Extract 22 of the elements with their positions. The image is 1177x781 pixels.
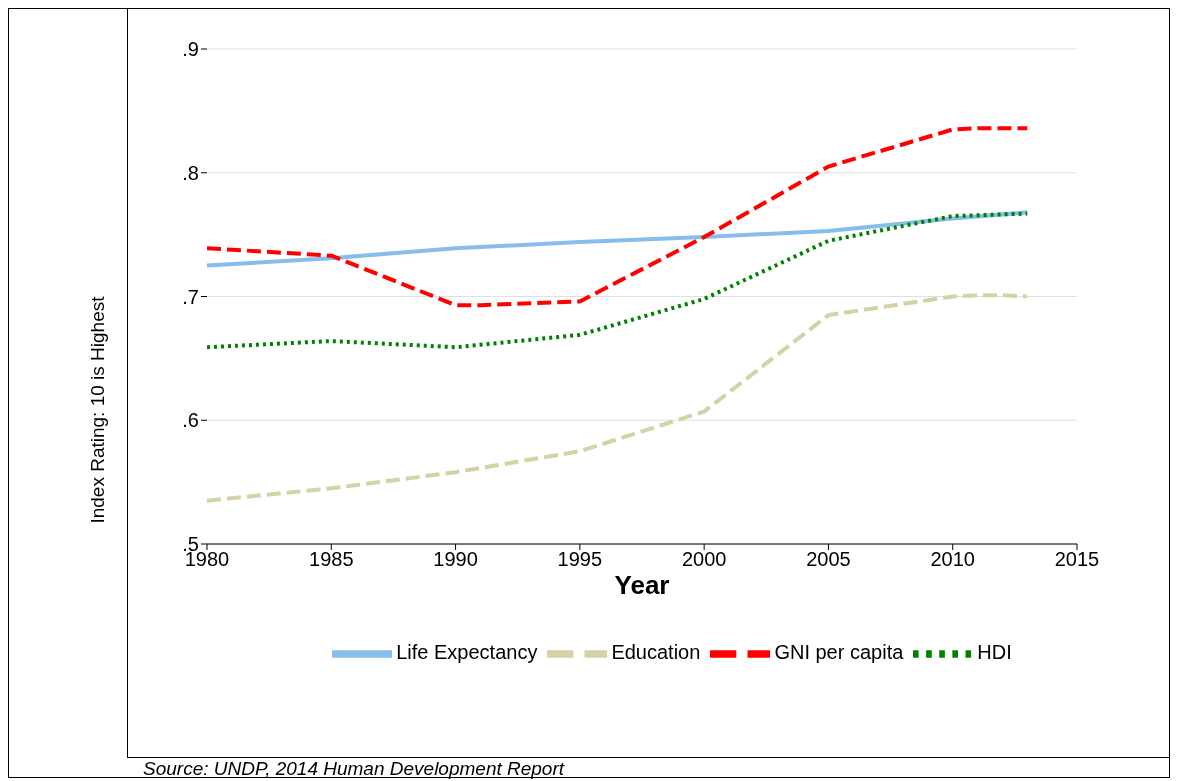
- y-tick-label: .9: [182, 38, 199, 61]
- x-tick-label: 2015: [1054, 548, 1100, 571]
- legend-label: GNI per capita: [774, 641, 904, 664]
- source-note: Source: UNDP, 2014 Human Development Report: [127, 758, 1169, 780]
- legend-label: Education: [611, 641, 701, 664]
- legend-label: HDI: [977, 641, 1012, 664]
- line-series: [207, 211, 1030, 350]
- y-tick-label: .6: [182, 409, 199, 432]
- line-series: [207, 293, 1030, 503]
- x-tick-label: 1995: [557, 548, 603, 571]
- x-tick-label: 1990: [433, 548, 478, 571]
- x-tick-label: 2005: [806, 548, 851, 571]
- line-series: [207, 126, 1030, 308]
- x-axis-title: Year: [614, 570, 670, 600]
- y-tick-label: .7: [182, 285, 199, 308]
- legend-label: Life Expectancy: [396, 641, 538, 664]
- x-tick-label: 2010: [930, 548, 975, 571]
- x-tick-label: 2000: [681, 548, 727, 571]
- y-tick-label: .8: [182, 161, 199, 184]
- y-axis-title: Index Rating: 10 is Highest: [86, 295, 108, 524]
- x-tick-label: 1985: [309, 548, 354, 571]
- line-series: [207, 210, 1030, 268]
